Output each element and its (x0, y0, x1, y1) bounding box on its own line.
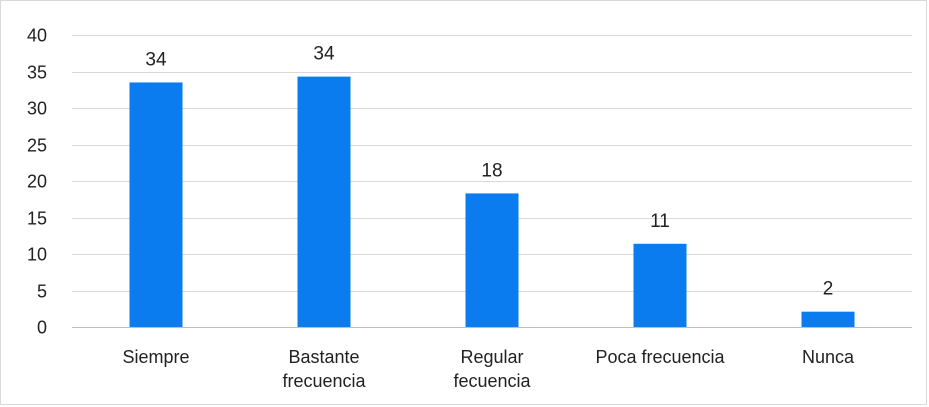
y-axis-ticks: 0 5 10 15 20 25 30 35 40 (27, 26, 47, 338)
y-tick-label-5: 5 (37, 282, 47, 302)
data-label-1: 34 (313, 44, 335, 65)
category-label-0: Siempre (122, 347, 189, 367)
category-label-4: Nunca (802, 347, 855, 367)
bar-bastante-frecuencia (297, 76, 351, 327)
data-labels: 34 34 18 11 2 (145, 44, 833, 300)
bar-regular-fecuencia (465, 193, 519, 327)
category-labels: Siempre Bastante frecuencia Regular fecuenci… (122, 347, 855, 391)
data-label-0: 34 (145, 49, 167, 70)
category-label-1: Bastante frecuencia (282, 347, 366, 391)
bar-siempre (129, 82, 183, 327)
y-tick-label-10: 10 (27, 245, 47, 265)
bar-nunca (801, 311, 855, 327)
category-label-3: Poca frecuencia (595, 347, 725, 367)
y-tick-label-30: 30 (27, 99, 47, 119)
bars (129, 76, 855, 327)
bar-poca-frecuencia (633, 243, 687, 327)
y-tick-label-25: 25 (27, 136, 47, 156)
category-label-2: Regular fecuencia (453, 347, 531, 391)
y-tick-label-20: 20 (27, 172, 47, 192)
y-tick-label-40: 40 (27, 26, 47, 46)
data-label-2: 18 (481, 160, 502, 181)
gridlines (72, 35, 912, 328)
y-tick-label-15: 15 (27, 209, 47, 229)
y-tick-label-0: 0 (37, 318, 47, 338)
data-label-3: 11 (650, 211, 670, 232)
data-label-4: 2 (823, 279, 834, 300)
y-tick-label-35: 35 (27, 63, 47, 83)
